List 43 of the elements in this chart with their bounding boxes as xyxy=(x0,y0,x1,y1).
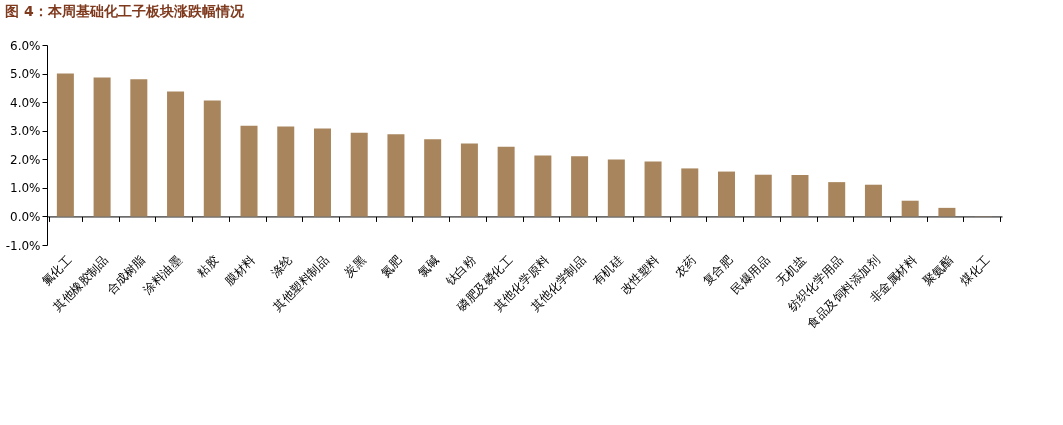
y-tick-label: 6.0% xyxy=(10,38,41,53)
bar xyxy=(607,159,625,217)
bar xyxy=(313,128,331,217)
bar xyxy=(167,91,185,217)
bar xyxy=(387,134,405,217)
bar xyxy=(754,174,772,217)
y-tick-label: 5.0% xyxy=(10,67,41,82)
y-tick-label: 1.0% xyxy=(10,181,41,196)
bar xyxy=(681,168,699,217)
x-tick-label: 聚氨酯 xyxy=(920,253,956,289)
x-tick-label: 氯碱 xyxy=(414,253,442,280)
bar xyxy=(938,207,956,217)
bar xyxy=(644,161,662,217)
x-tick-label: 煤化工 xyxy=(957,253,993,289)
bar xyxy=(497,146,515,217)
bar xyxy=(460,143,478,217)
bar xyxy=(534,155,552,217)
bar xyxy=(571,156,589,217)
bar xyxy=(718,171,736,217)
x-tick-label: 农药 xyxy=(671,253,699,280)
x-tick-label: 炭黑 xyxy=(341,253,369,280)
bar xyxy=(424,139,442,217)
chart-title: 图 4：本周基础化工子板块涨跌幅情况 xyxy=(5,3,245,19)
bar xyxy=(864,184,882,217)
y-tick-label: 0.0% xyxy=(10,209,41,224)
bar xyxy=(828,182,846,217)
y-tick-label: 4.0% xyxy=(10,95,41,110)
x-tick-label: 膜材料 xyxy=(222,253,258,289)
bar xyxy=(130,79,148,217)
bar xyxy=(240,125,258,217)
bar xyxy=(56,73,74,217)
bar xyxy=(203,100,221,217)
bar xyxy=(350,132,368,217)
x-tick-label: 粘胶 xyxy=(194,253,222,280)
y-tick-label: -1.0% xyxy=(5,238,41,253)
bar xyxy=(93,77,111,217)
x-tick-label: 氮肥 xyxy=(378,253,405,280)
bar xyxy=(901,200,919,217)
bar xyxy=(277,126,295,217)
x-tick-label: 涤纶 xyxy=(267,253,295,280)
y-tick-label: 2.0% xyxy=(10,152,41,167)
bar xyxy=(791,175,809,217)
y-tick-label: 3.0% xyxy=(10,124,41,139)
